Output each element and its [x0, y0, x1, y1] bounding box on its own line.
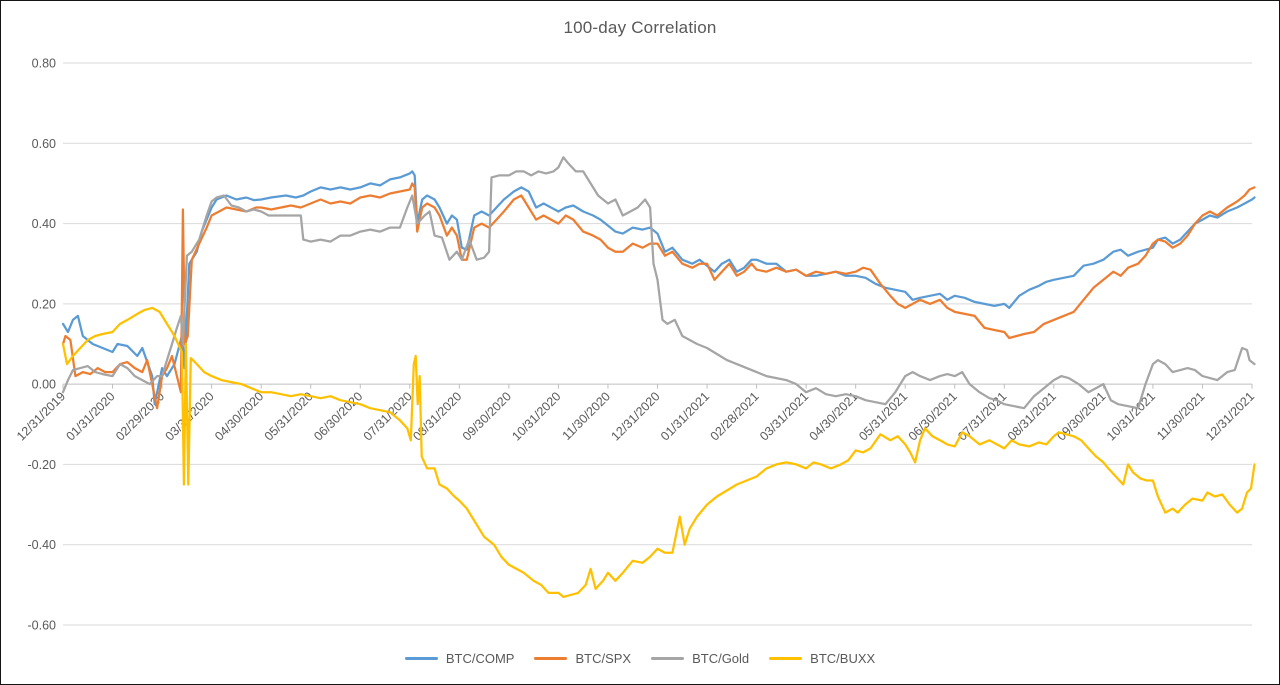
x-axis-tick-label: 01/31/2020	[64, 389, 118, 443]
series-line-btc-comp[interactable]	[61, 170, 1256, 406]
legend-item-btc-gold[interactable]: BTC/Gold	[651, 651, 749, 666]
x-axis-tick-label: 01/31/2021	[658, 389, 712, 443]
x-axis-tick-label: 04/30/2020	[212, 389, 266, 443]
x-axis-tick-label: 11/30/2020	[560, 389, 614, 443]
legend-label: BTC/COMP	[445, 651, 515, 666]
y-axis-tick-label: -0.60	[28, 619, 57, 633]
y-axis-tick-label: 0.20	[32, 297, 56, 311]
series-line-btc-gold[interactable]	[61, 156, 1256, 410]
chart-legend: BTC/COMP BTC/SPX BTC/Gold BTC/BUXX	[1, 651, 1279, 666]
x-axis-tick-label: 07/31/2020	[361, 389, 415, 443]
x-axis-tick-label: 09/30/2020	[460, 389, 514, 443]
x-axis-tick-label: 05/31/2020	[262, 389, 316, 443]
legend-label: BTC/Gold	[692, 651, 750, 666]
legend-label: BTC/SPX	[575, 651, 632, 666]
legend-swatch-icon	[404, 656, 438, 661]
legend-swatch-icon	[651, 656, 685, 661]
series-line-btc-buxx[interactable]	[61, 306, 1256, 599]
x-axis-tick-label: 02/28/2021	[708, 389, 762, 443]
y-axis-tick-label: 0.60	[32, 137, 56, 151]
x-axis-tick-label: 11/30/2021	[1154, 389, 1208, 443]
series-line-btc-spx[interactable]	[61, 182, 1256, 410]
legend-item-btc-comp[interactable]: BTC/COMP	[404, 651, 515, 666]
x-axis-tick-label: 09/30/2021	[1054, 389, 1108, 443]
x-axis-tick-label: 03/31/2021	[757, 389, 811, 443]
y-axis-tick-label: 0.80	[32, 57, 56, 71]
legend-swatch-icon	[769, 656, 803, 661]
x-axis-tick-label: 07/31/2021	[955, 389, 1009, 443]
y-axis-tick-label: 0.40	[32, 217, 56, 231]
x-axis-tick-label: 12/31/2019	[14, 389, 68, 443]
legend-swatch-icon	[534, 656, 568, 661]
x-axis-tick-label: 10/31/2020	[509, 389, 563, 443]
y-axis-tick-label: 0.00	[32, 378, 56, 392]
x-axis-tick-label: 12/31/2021	[1203, 389, 1257, 443]
x-axis-tick-label: 10/31/2021	[1104, 389, 1158, 443]
legend-item-btc-buxx[interactable]: BTC/BUXX	[769, 651, 875, 666]
y-axis-tick-label: -0.40	[28, 538, 57, 552]
x-axis-tick-label: 12/31/2020	[608, 389, 662, 443]
y-axis-tick-label: -0.20	[28, 458, 57, 472]
legend-label: BTC/BUXX	[810, 651, 876, 666]
x-axis-tick-label: 04/30/2021	[807, 389, 861, 443]
gridlines	[63, 62, 1252, 626]
chart-title: 100-day Correlation	[563, 18, 717, 37]
legend-item-btc-spx[interactable]: BTC/SPX	[534, 651, 631, 666]
